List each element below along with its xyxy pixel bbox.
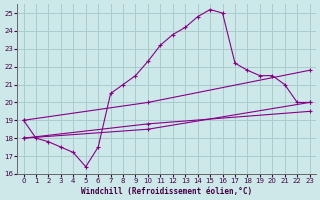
X-axis label: Windchill (Refroidissement éolien,°C): Windchill (Refroidissement éolien,°C) xyxy=(81,187,252,196)
